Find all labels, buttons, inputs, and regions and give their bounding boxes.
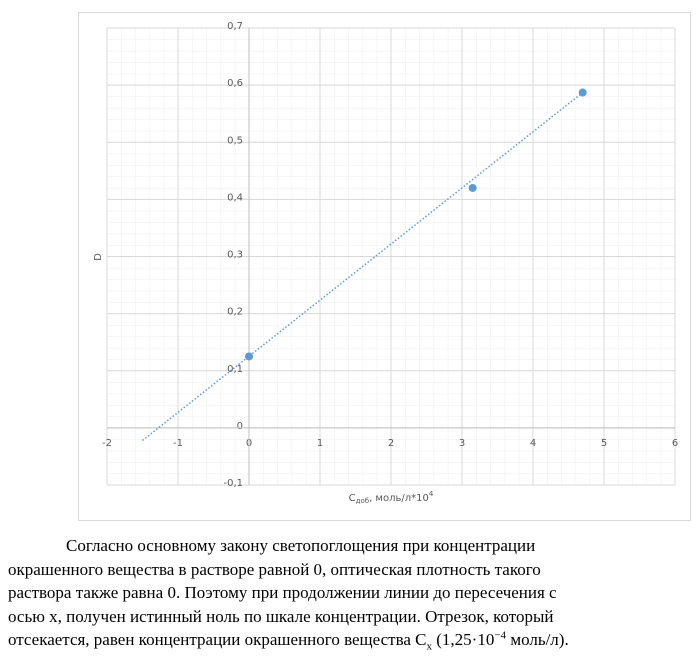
text-line: окрашенного вещества в растворе равной 0… [8,559,541,579]
x-tick-label: -2 [102,438,112,449]
trendline [142,91,584,442]
data-point [578,88,587,97]
y-tick-label: 0,3 [227,250,243,261]
text-line: осью х, получен истинный ноль по шкале к… [8,606,554,626]
y-tick-label: 0,6 [227,78,243,89]
chart: -2-10123456-0,100,10,20,30,40,50,60,7 D … [78,12,691,521]
y-axis-label: D [93,253,104,261]
x-tick-label: 3 [459,438,465,449]
x-tick-label: 4 [530,438,536,449]
y-tick-label: 0,2 [227,307,243,318]
text-line: Согласно основному закону светопоглощени… [66,536,536,555]
x-tick-label: 6 [672,438,678,449]
x-tick-label: 5 [601,438,607,449]
data-point [468,183,477,192]
paragraph: Согласно основному закону светопоглощени… [8,534,693,652]
text-line: отсекается, равен концентрации окрашенно… [8,629,569,653]
x-tick-label: -1 [173,438,183,449]
x-tick-label: 2 [388,438,394,449]
y-tick-label: 0,5 [227,135,243,146]
y-tick-label: 0,4 [227,192,243,203]
y-tick-label: 0 [237,421,243,432]
data-point [245,352,253,361]
x-axis-label: Cдоб, моль/л*104 [349,490,434,505]
text-line: раствора также равна 0. Поэтому при прод… [8,583,557,602]
y-tick-label: 0,1 [227,364,243,375]
x-tick-label: 1 [317,438,323,449]
y-tick-label: 0,7 [227,21,243,32]
y-tick-label: -0,1 [223,478,243,489]
